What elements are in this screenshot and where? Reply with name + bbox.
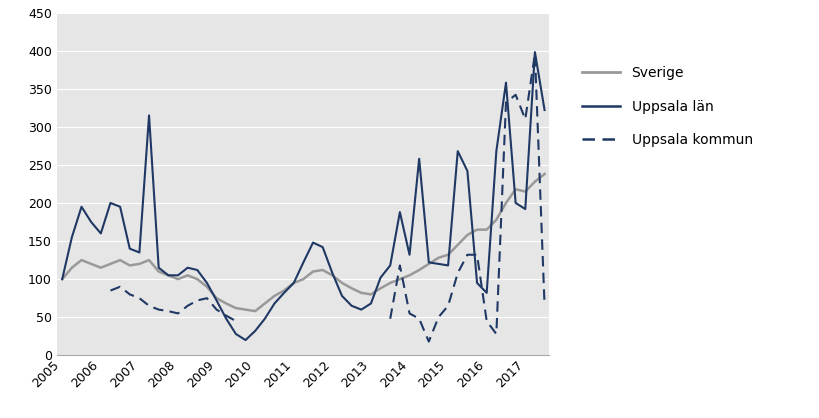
Legend: Sverige, Uppsala län, Uppsala kommun: Sverige, Uppsala län, Uppsala kommun xyxy=(575,61,758,153)
